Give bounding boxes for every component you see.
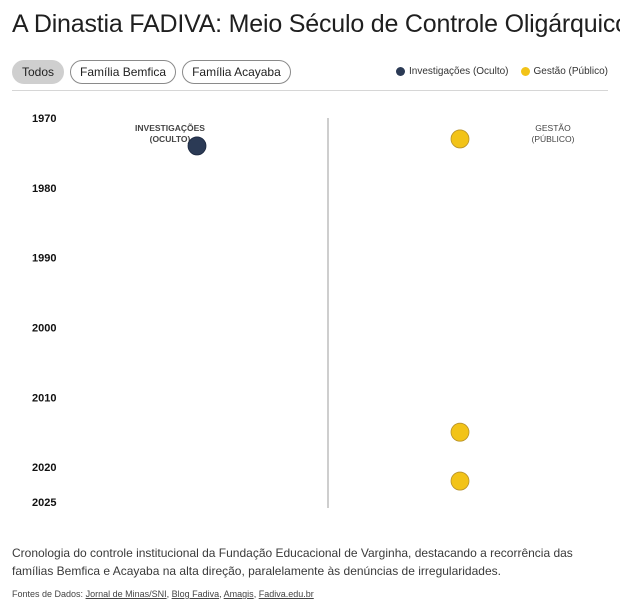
source-link-blog[interactable]: Blog Fadiva (171, 589, 220, 599)
column-header-gestao: (PÚBLICO) (532, 134, 575, 144)
source-link-site[interactable]: Fadiva.edu.br (258, 589, 314, 599)
year-tick-label: 2010 (32, 392, 56, 404)
column-headers: INVESTIGAÇÕES(OCULTO) GESTÃO(PÚBLICO) (135, 123, 575, 144)
year-axis: 1970 1980 1990 2000 2010 2020 2025 (32, 113, 56, 509)
filter-bar: Todos Família Bemfica Família Acayaba (12, 60, 291, 84)
source-link-amagis[interactable]: Amagis (223, 589, 254, 599)
page-title: A Dinastia FADIVA: Meio Século de Contro… (12, 10, 620, 38)
data-sources: Fontes de Dados: Jornal de Minas/SNI, Bl… (12, 589, 314, 599)
filter-all-button[interactable]: Todos (12, 60, 65, 84)
filter-acayaba-button[interactable]: Família Acayaba (182, 60, 291, 84)
column-header-investigacoes: (OCULTO) (150, 134, 191, 144)
sources-prefix: Fontes de Dados: (12, 589, 84, 599)
chart-description: Cronologia do controle institucional da … (12, 546, 573, 578)
legend-item-investigacoes: Investigações (Oculto) (396, 66, 509, 77)
legend: Investigações (Oculto) Gestão (Público) (396, 66, 608, 77)
header-divider (12, 90, 608, 91)
legend-item-gestao: Gestão (Público) (520, 66, 608, 77)
legend-dot-dark-icon (396, 67, 406, 76)
year-tick-label: 1980 (32, 183, 56, 195)
year-tick-label: 2025 (32, 497, 56, 509)
filter-bemfica-button[interactable]: Família Bemfica (70, 60, 177, 84)
year-tick-label: 1970 (32, 113, 56, 125)
source-link-jornal[interactable]: Jornal de Minas/SNI (85, 589, 167, 599)
legend-label-gestao: Gestão (Público) (533, 66, 608, 77)
data-points (187, 129, 470, 491)
gestao-point[interactable] (450, 471, 470, 491)
legend-dot-yellow-icon (520, 67, 530, 76)
year-tick-label: 1990 (32, 253, 56, 265)
column-header-investigacoes: INVESTIGAÇÕES (135, 123, 205, 133)
year-tick-label: 2020 (32, 462, 56, 474)
investigacao-point[interactable] (187, 136, 207, 156)
legend-label-investigacoes: Investigações (Oculto) (409, 66, 509, 77)
gestao-point[interactable] (450, 422, 470, 442)
timeline-chart: 1970 1980 1990 2000 2010 2020 2025 INVESTIGAÇÕ… (32, 113, 575, 509)
column-header-gestao: GESTÃO (535, 123, 571, 133)
year-tick-label: 2000 (32, 322, 56, 334)
gestao-point[interactable] (450, 129, 470, 149)
